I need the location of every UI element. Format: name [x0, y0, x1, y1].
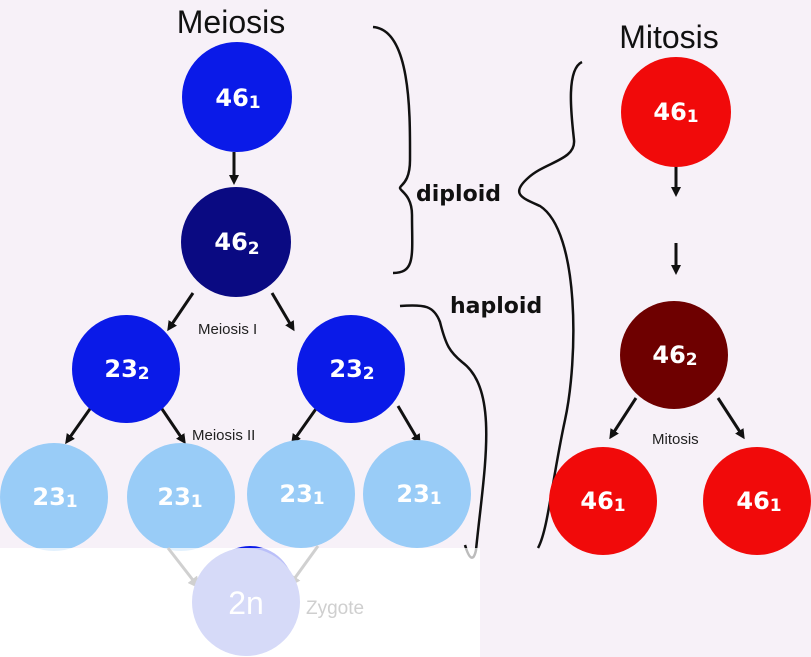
cell-gamete-1: 231: [0, 443, 108, 551]
cell-mitosis-left: 461: [549, 447, 657, 555]
mitosis-brace: [517, 60, 583, 549]
meiosis-i-label: Meiosis I: [198, 321, 257, 338]
cell-circle: [620, 301, 728, 409]
cell-zygote: 2n: [192, 548, 300, 656]
cell-label: 461: [736, 487, 781, 516]
cell-label: 231: [32, 483, 77, 512]
cell-circle: [127, 443, 235, 551]
arrow-meiosis-ii-4: [396, 405, 421, 445]
arrow-fertilization-right: [288, 545, 320, 587]
diploid-brace: [372, 25, 414, 275]
cell-label: 461: [580, 487, 625, 516]
cell-label: 232: [104, 355, 149, 384]
cell-circle: [703, 447, 811, 555]
cell-label: 231: [157, 483, 202, 512]
arrow-meiosis-ii-1: [65, 405, 94, 445]
cell-circle: [181, 187, 291, 297]
cell-label: 461: [653, 98, 698, 127]
cell-label: 462: [214, 228, 259, 259]
cell-label: 462: [652, 341, 697, 370]
zygote-ploidy: 2n: [228, 585, 264, 621]
cell-circle: [621, 57, 731, 167]
cell-circle: [247, 440, 355, 548]
cell-mitosis-right: 461: [703, 447, 811, 555]
mitosis-label: Mitosis: [652, 431, 699, 448]
haploid-label: haploid: [450, 294, 542, 319]
cell-label: 232: [329, 355, 374, 384]
arrow-meiosis-i-left: [167, 292, 195, 332]
mitosis-arrows: [609, 163, 745, 440]
mitosis-title: Mitosis: [619, 19, 719, 55]
cell-circle: [182, 42, 292, 152]
cell-meiosis-top: 461: [182, 42, 292, 152]
arrow-meiosis-ii-2: [158, 405, 186, 445]
arrow-meiosis-ii-3: [291, 405, 320, 445]
zygote-label: Zygote: [306, 598, 364, 619]
cell-meiosis-replicated: 462: [181, 187, 291, 297]
cell-label: 461: [215, 84, 260, 113]
cell-meiosis-i-right: 232: [297, 315, 405, 423]
cell-circle: [72, 315, 180, 423]
cell-gamete-3: 231: [247, 440, 355, 548]
arrow-fertilization-left: [166, 547, 200, 589]
cell-circle: [363, 440, 471, 548]
arrow-mitosis-left: [609, 397, 638, 440]
meiosis-ii-label: Meiosis II: [192, 427, 255, 444]
diploid-label: diploid: [416, 182, 501, 207]
cell-label: 231: [396, 480, 441, 509]
arrow-meiosis-i-right: [270, 292, 295, 332]
arrow-mitosis-right: [716, 397, 745, 440]
cell-mitosis-top: 461: [621, 57, 731, 167]
meiosis-title: Meiosis: [177, 4, 285, 40]
cell-meiosis-i-left: 232: [72, 315, 180, 423]
cell-mitosis-replicated: 462: [620, 301, 728, 409]
cell-circle: [192, 548, 300, 656]
meiosis-arrows: [65, 152, 421, 445]
cell-label: 231: [279, 480, 324, 509]
cell-circle: [297, 315, 405, 423]
cell-circle: [0, 443, 108, 551]
cell-gamete-4: 231: [363, 440, 471, 548]
cell-circle: [549, 447, 657, 555]
cell-gamete-2: 231: [127, 443, 235, 551]
